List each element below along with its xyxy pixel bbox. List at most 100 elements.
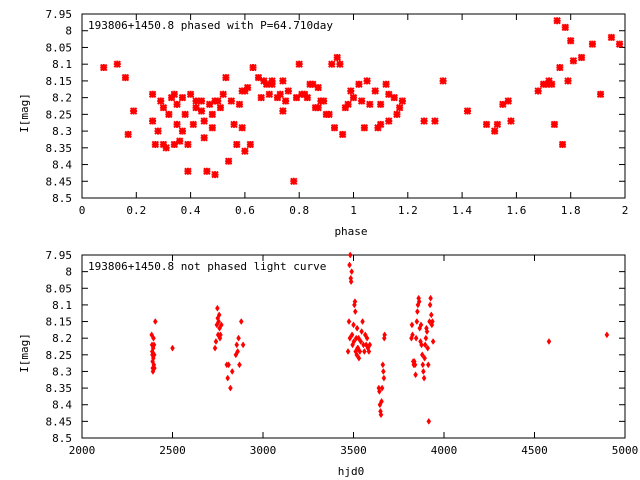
unphased-data-point — [226, 361, 231, 369]
phased-data-point — [507, 117, 515, 125]
phased-data-point — [374, 124, 382, 132]
phased-data-point — [208, 124, 217, 132]
unphased-data-point — [360, 318, 365, 325]
phased-x-tick-label: 1 — [350, 204, 357, 217]
unphased-y-tick-label: 7.95 — [46, 249, 73, 262]
unphased-plot-title: 193806+1450.8 not phased light curve — [88, 260, 326, 273]
phased-x-tick-label: 0.2 — [126, 204, 146, 217]
unphased-x-tick-label: 5000 — [612, 444, 639, 457]
phased-data-point — [360, 124, 369, 132]
phased-data-point — [314, 83, 322, 92]
unphased-data-point — [423, 334, 429, 342]
phased-data-point — [276, 90, 284, 98]
phased-data-point — [216, 103, 225, 112]
unphased-data-point — [419, 341, 424, 349]
phased-y-tick-label: 8 — [65, 25, 72, 38]
unphased-data-point — [358, 338, 364, 345]
phased-data-point — [281, 97, 290, 105]
unphased-data-point — [348, 278, 354, 286]
phased-y-tick-label: 8.4 — [52, 159, 72, 172]
unphased-data-point — [357, 348, 363, 355]
phased-data-point — [200, 134, 208, 142]
phased-data-point — [151, 140, 160, 149]
phased-data-point — [420, 117, 428, 125]
phased-data-point — [314, 103, 322, 112]
phased-data-point — [357, 97, 366, 105]
unphased-data-point — [604, 331, 610, 339]
phased-data-point — [341, 103, 350, 112]
phased-data-point — [235, 100, 244, 109]
phased-data-point — [148, 117, 157, 125]
phased-y-tick-label: 7.95 — [46, 8, 73, 21]
unphased-data-point — [412, 361, 418, 369]
unphased-data-point — [359, 328, 364, 335]
phased-data-point — [178, 93, 187, 102]
unphased-data-point — [415, 308, 420, 316]
unphased-data-point — [351, 321, 356, 329]
phased-data-point — [376, 120, 385, 129]
phased-data-point — [328, 60, 336, 68]
unphased-x-axis-label: hjd0 — [338, 465, 365, 478]
phased-data-point — [265, 90, 274, 98]
unphased-data-point — [352, 301, 357, 309]
phased-light-curve-panel: 193806+1450.8 phased with P=64.710day ph… — [18, 8, 628, 238]
unphased-data-point — [409, 321, 415, 329]
phased-data-point — [159, 103, 168, 112]
unphased-data-point — [425, 344, 431, 352]
phased-data-point — [558, 140, 567, 149]
phased-data-point — [390, 93, 398, 102]
phased-data-point — [564, 77, 572, 85]
unphased-data-point — [430, 318, 435, 325]
phased-data-point — [303, 93, 312, 102]
unphased-y-tick-label: 8.05 — [46, 282, 73, 295]
phased-y-tick-label: 8.2 — [52, 92, 72, 105]
unphased-data-point — [213, 338, 219, 345]
phased-data-point — [124, 130, 132, 139]
unphased-data-point — [349, 331, 355, 339]
unphased-data-point — [418, 321, 424, 329]
phased-data-point — [615, 40, 624, 48]
phased-data-point — [268, 80, 276, 88]
unphased-data-point — [356, 354, 362, 362]
unphased-data-point — [413, 334, 419, 342]
unphased-data-point — [377, 387, 382, 395]
phased-data-point — [382, 80, 390, 88]
phased-x-tick-label: 1.2 — [398, 204, 418, 217]
unphased-data-point — [349, 268, 354, 276]
phased-y-tick-label: 8.25 — [46, 108, 73, 121]
unphased-x-tick-label: 2500 — [159, 444, 186, 457]
unphased-data-point — [380, 361, 386, 369]
phased-x-axis-label: phase — [334, 225, 367, 238]
phased-data-point — [203, 167, 211, 175]
unphased-x-tick-label: 3000 — [250, 444, 277, 457]
phased-data-point — [395, 103, 404, 112]
unphased-data-point — [416, 298, 422, 306]
phased-data-point — [162, 144, 170, 152]
unphased-x-tick-label: 4000 — [431, 444, 458, 457]
phased-data-point — [393, 110, 401, 119]
unphased-data-point — [225, 374, 231, 382]
phased-data-point — [398, 97, 407, 105]
unphased-data-point — [421, 368, 426, 375]
unphased-data-point — [429, 311, 434, 319]
phased-data-point — [561, 23, 569, 32]
phased-data-point — [376, 100, 385, 109]
unphased-data-point — [346, 318, 352, 325]
unphased-data-point — [420, 361, 426, 369]
phased-data-point — [371, 87, 379, 95]
unphased-data-point — [219, 321, 224, 329]
unphased-data-point — [354, 324, 360, 332]
phased-data-point — [260, 77, 268, 85]
phased-y-tick-label: 8.5 — [52, 192, 72, 205]
phased-data-point — [463, 107, 472, 115]
unphased-data-point — [347, 334, 353, 342]
phased-data-point — [262, 80, 271, 88]
phased-y-axis-label: I[mag] — [18, 93, 31, 133]
phased-data-point — [246, 140, 255, 149]
phased-data-point — [490, 127, 499, 135]
phased-y-tick-label: 8.1 — [52, 58, 72, 71]
unphased-data-point — [428, 294, 433, 302]
phased-plot-title: 193806+1450.8 phased with P=64.710day — [88, 19, 333, 32]
phased-data-point — [385, 90, 393, 98]
phased-data-point — [173, 100, 181, 109]
